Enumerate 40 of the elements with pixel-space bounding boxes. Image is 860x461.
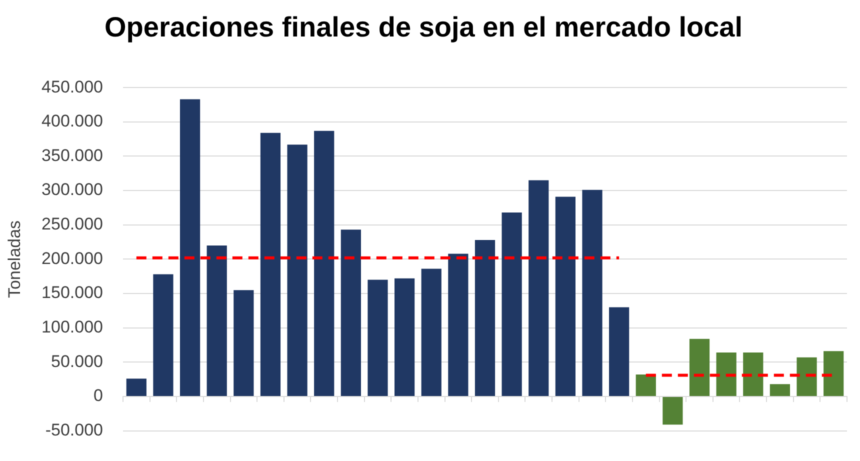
y-tick-label: 150.000	[42, 283, 103, 302]
bar	[126, 378, 146, 396]
bar	[796, 357, 817, 396]
y-axis-title: Toneladas	[4, 220, 24, 298]
bar	[448, 254, 468, 396]
y-tick-label: 200.000	[42, 248, 103, 268]
bar	[528, 180, 549, 396]
bar	[260, 132, 281, 396]
bar	[368, 280, 388, 396]
bar	[340, 230, 361, 396]
bar	[555, 196, 576, 396]
y-tick-label: -50.000	[45, 420, 103, 440]
bar	[180, 99, 200, 396]
bar	[770, 384, 790, 396]
y-tick-label: 50.000	[51, 352, 103, 371]
chart-title: Operaciones finales de soja en el mercado local	[104, 12, 743, 43]
bar	[689, 338, 710, 396]
bar	[662, 396, 683, 425]
bar	[394, 278, 415, 396]
bar	[474, 240, 496, 396]
bar	[314, 130, 334, 396]
bar	[716, 352, 736, 396]
y-tick-label: 0	[94, 386, 103, 406]
bar	[287, 144, 308, 396]
bar	[609, 307, 630, 396]
bar	[206, 245, 227, 396]
y-tick-label: 300.000	[42, 180, 103, 200]
y-tick-label: 350.000	[42, 146, 103, 165]
bar	[502, 212, 522, 396]
bar	[824, 351, 844, 396]
bar	[582, 190, 602, 396]
y-tick-label: 100.000	[42, 318, 103, 337]
bar	[636, 374, 656, 396]
bar	[153, 274, 174, 396]
y-tick-label: 450.000	[42, 77, 103, 96]
bar	[743, 352, 764, 396]
bar	[421, 268, 442, 396]
y-tick-label: 250.000	[42, 214, 103, 234]
bar	[234, 290, 254, 396]
y-tick-label: 400.000	[42, 112, 103, 131]
